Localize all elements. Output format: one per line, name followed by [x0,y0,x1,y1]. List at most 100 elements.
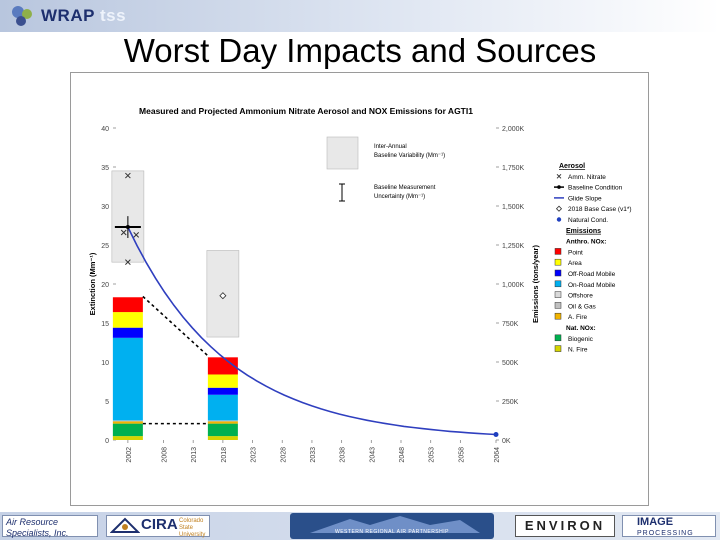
wrap-footer-logo: WESTERN REGIONAL AIR PARTNERSHIP [290,513,494,539]
y-tick-label: 20 [101,282,109,289]
brand-logo: WRAP tss [41,6,127,25]
image-processing-logo: IMAGE PROCESSING [622,515,716,537]
y2-tick-label: 750K [502,321,519,328]
variability-legend-swatch [326,136,359,170]
x-tick-label: 2033 [310,447,317,463]
x-tick-label: 2043 [369,447,376,463]
y2-tick-label: 500K [502,360,519,367]
y-tick-label: 40 [101,126,109,133]
y2-axis-label: Emissions (tons/year) [531,245,540,323]
legend-emission-item: Biogenic [568,336,594,343]
y2-tick-label: 250K [502,399,519,406]
x-tick-label: 2008 [162,447,169,463]
legend-swatch [554,269,562,277]
legend-natural-cond-icon [556,217,562,222]
bar-segment [112,420,143,421]
bar-segment [207,387,238,395]
legend-swatch [554,248,562,255]
bar-segment [207,420,238,421]
y-tick-label: 25 [101,243,109,250]
amm-nitrate-point [133,232,140,238]
legend-emission-item: Area [568,260,582,267]
legend-swatch [554,258,562,266]
legend-swatch [554,334,562,342]
bar-segment [112,423,143,437]
variability-legend-label-line2: Baseline Variability (Mm⁻¹) [374,153,445,159]
x-tick-label: 2023 [251,447,258,463]
legend-aerosol-item: Amm. Nitrate [568,174,606,181]
legend-natural-header: Nat. NOx: [566,325,596,332]
mountain-icon [310,516,480,533]
y-tick-label: 30 [101,204,109,211]
legend-aerosol-item: Natural Cond. [568,217,608,224]
y-tick-label: 10 [101,360,109,367]
dotted-link [142,295,209,357]
legend-aerosol-item: Glide Slope [568,195,602,202]
amm-nitrate-point [125,172,131,179]
measurement-legend-label-line1: Baseline Measurement [374,185,436,191]
wrap-logo-icon [12,6,32,26]
amm-nitrate-point [125,259,131,266]
base-case-2018-point [219,292,227,300]
bar-segment [207,420,238,422]
bar-segment [207,421,238,424]
baseline-condition-point [125,225,130,230]
amm-nitrate-point [120,229,127,236]
variability-legend-label-line1: Inter-Annual [374,144,407,150]
bar-segment [112,421,143,424]
legend-emission-item: Oil & Gas [568,303,597,310]
legend-swatch [554,302,562,309]
y2-tick-label: 2,000K [502,126,525,133]
chart-title: Measured and Projected Ammonium Nitrate … [139,106,473,116]
y-tick-label: 5 [105,399,109,406]
y2-tick-label: 1,000K [502,282,525,289]
header-bar: WRAP tss [0,0,720,32]
y-tick-label: 0 [105,438,109,445]
y2-tick-label: 1,250K [502,243,525,250]
legend-base-case-icon [555,205,563,212]
measurement-legend-swatch [339,183,345,202]
legend-emission-item: A. Fire [568,314,588,321]
legend-baseline-dot-icon [557,185,561,189]
bar-segment [112,337,143,421]
x-tick-label: 2064 [494,447,501,463]
legend-aerosol-header: Aerosol [559,163,585,170]
bar-segment [112,420,143,422]
legend-emissions-header: Emissions [566,228,601,235]
legend-emission-item: Offshore [568,293,593,300]
y-tick-label: 35 [101,165,109,172]
natural-cond-point [493,432,499,438]
cira-logo: CIRA Colorado State University [106,515,210,538]
legend-swatch [554,291,562,298]
x-tick-label: 2048 [399,447,406,463]
bar-segment [207,357,238,375]
cira-emblem-icon [110,517,140,533]
x-tick-label: 2002 [126,447,133,463]
chart: Measured and Projected Ammonium Nitrate … [88,106,632,463]
x-tick-label: 2028 [280,447,287,463]
x-tick-label: 2018 [221,447,228,463]
legend-aerosol-item: 2018 Base Case (v1*) [568,206,632,213]
legend-swatch [554,280,562,288]
bar-segment [112,327,143,338]
x-tick-label: 2013 [191,447,198,463]
bar-segment [112,436,143,440]
measurement-legend-label-line2: Uncertainty (Mm⁻¹) [374,194,425,200]
bar-segment [207,374,238,388]
y-tick-label: 15 [101,321,109,328]
x-tick-label: 2058 [458,447,465,463]
glide-slope-line [127,226,497,436]
bar-segment [207,436,238,440]
legend-emission-item: N. Fire [568,347,588,354]
air-resource-specialists-logo: Air Resource Specialists, Inc. [2,515,98,538]
y2-tick-label: 1,750K [502,165,525,172]
chart-frame [70,72,649,506]
legend-swatch [554,345,562,352]
bar-segment [207,423,238,437]
legend-swatch [554,312,562,320]
legend-emission-item: Point [568,249,583,256]
x-tick-label: 2053 [429,447,436,463]
bar-segment [112,297,143,313]
bar-segment [112,312,143,328]
legend-aerosol-item: Baseline Condition [568,185,623,192]
